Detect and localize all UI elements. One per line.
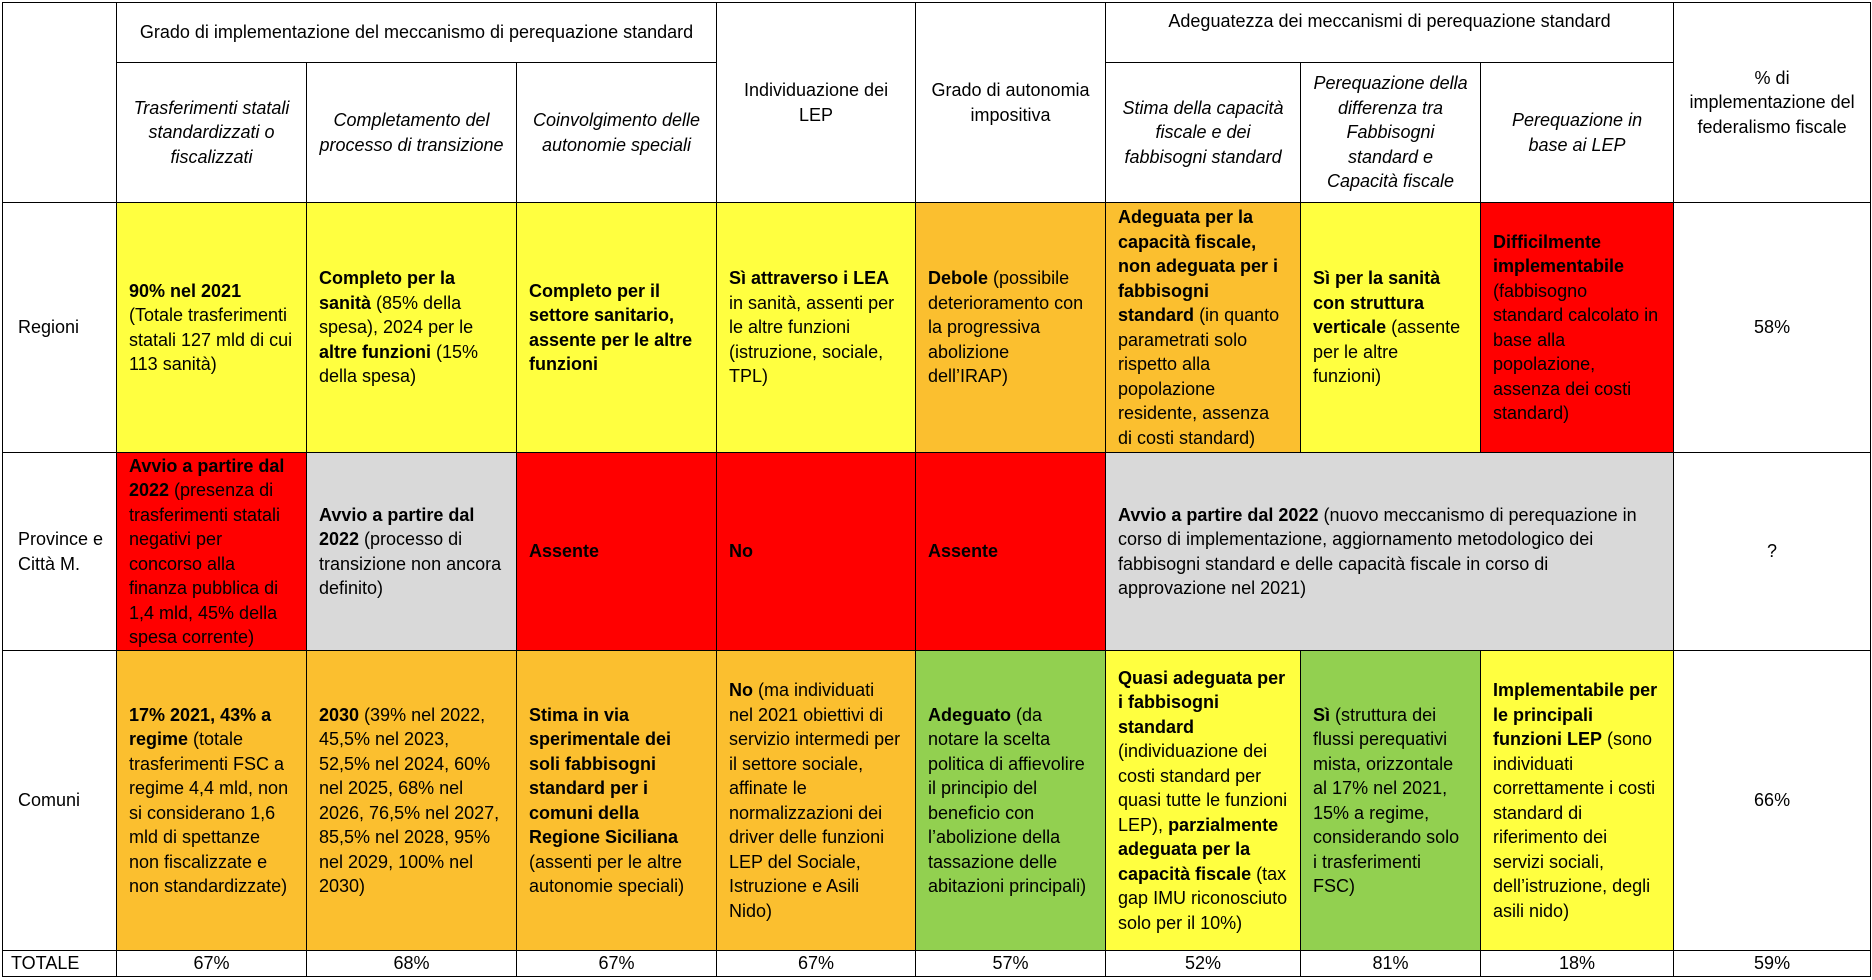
cell-comuni-perequazione: Sì (struttura dei flussi perequativi mis…: [1300, 650, 1482, 951]
cell-province-percentuale: ?: [1673, 452, 1872, 651]
cell-comuni-lep: No (ma individuati nel 2021 obiettivi di…: [716, 650, 917, 951]
subheader-perequazione-lep: Perequazione in base ai LEP: [1480, 62, 1675, 203]
table-row-totale: TOTALE 67% 68% 67% 67% 57% 52% 81% 18% 5…: [2, 950, 1872, 977]
cell-province-autonomia: Assente: [915, 452, 1107, 651]
header-group-implementazione: Grado di implementazione del meccanismo …: [115, 2, 718, 63]
cell-province-adeguatezza: Avvio a partire dal 2022 (nuovo meccanis…: [1105, 452, 1675, 651]
total-lep: 67%: [716, 950, 917, 977]
header-individuazione-lep: Individuazione dei LEP: [716, 2, 917, 203]
cell-regioni-stima: Adeguata per la capacità fiscale, non ad…: [1105, 202, 1302, 453]
table-row-regioni: Regioni 90% nel 2021 (Totale trasferimen…: [2, 202, 1872, 453]
cell-province-lep: No: [716, 452, 917, 651]
cell-comuni-percentuale: 66%: [1673, 650, 1872, 951]
total-autonomie: 67%: [515, 950, 718, 977]
cell-comuni-perequazione-lep: Implementabile per le principali funzion…: [1480, 650, 1675, 951]
table-row-comuni: Comuni 17% 2021, 43% a regime (totale tr…: [2, 650, 1872, 951]
cell-comuni-trasferimenti: 17% 2021, 43% a regime (totale trasferim…: [116, 650, 307, 951]
table-row-province: Province e Città M. Avvio a partire dal …: [2, 452, 1872, 651]
row-label-province: Province e Città M.: [2, 452, 117, 651]
total-trasferimenti: 67%: [116, 950, 307, 977]
cell-regioni-autonomia: Debole (possibile deterioramento con la …: [915, 202, 1107, 453]
cell-province-transizione: Avvio a partire dal 2022 (processo di tr…: [306, 452, 517, 651]
row-label-totale: TOTALE: [2, 950, 117, 977]
cell-regioni-perequazione-lep: Difficilmente implementabile (fabbisogno…: [1480, 202, 1675, 453]
row-label-comuni: Comuni: [2, 650, 117, 951]
cell-regioni-transizione: Completo per la sanità (85% della spesa)…: [306, 202, 517, 453]
row-label-regioni: Regioni: [2, 202, 117, 453]
cell-province-trasferimenti: Avvio a partire dal 2022 (presenza di tr…: [116, 452, 307, 651]
subheader-transizione: Completamento del processo di transizion…: [306, 62, 517, 203]
total-perequazione-lep: 18%: [1480, 950, 1675, 977]
cell-regioni-trasferimenti: 90% nel 2021 (Totale trasferimenti stata…: [116, 202, 307, 453]
cell-regioni-perequazione: Sì per la sanità con struttura verticale…: [1300, 202, 1482, 453]
header-row-subheaders: Trasferimenti statali standardizzati o f…: [3, 62, 1871, 203]
subheader-trasferimenti: Trasferimenti statali standardizzati o f…: [116, 62, 307, 203]
subheader-autonomie-speciali: Coinvolgimento delle autonomie speciali: [515, 62, 718, 203]
cell-comuni-transizione: 2030 (39% nel 2022, 45,5% nel 2023, 52,5…: [306, 650, 517, 951]
header-percentuale: % di implementazione del federalismo fis…: [1673, 2, 1872, 203]
header-group-adeguatezza: Adeguatezza dei meccanismi di perequazio…: [1105, 2, 1675, 63]
cell-province-autonomie: Assente: [515, 452, 718, 651]
header-row-groups: Grado di implementazione del meccanismo …: [2, 2, 1872, 203]
subheader-stima-capacita: Stima della capacità fiscale e dei fabbi…: [1105, 62, 1302, 203]
total-stima: 52%: [1105, 950, 1302, 977]
header-autonomia-impositiva: Grado di autonomia impositiva: [915, 2, 1107, 203]
cell-regioni-percentuale: 58%: [1673, 202, 1872, 453]
total-transizione: 68%: [306, 950, 517, 977]
cell-regioni-lep: Sì attraverso i LEA in sanità, assenti p…: [716, 202, 917, 453]
cell-comuni-autonomie: Stima in via sperimentale dei soli fabbi…: [515, 650, 718, 951]
total-perequazione: 81%: [1300, 950, 1482, 977]
cell-regioni-autonomie: Completo per il settore sanitario, assen…: [515, 202, 718, 453]
total-percentuale: 59%: [1673, 950, 1872, 977]
subheader-perequazione-differenza: Perequazione della differenza tra Fabbis…: [1300, 62, 1482, 203]
cell-comuni-stima: Quasi adeguata per i fabbisogni standard…: [1105, 650, 1302, 951]
corner-cell: [2, 2, 117, 203]
cell-comuni-autonomia: Adeguato (da notare la scelta politica d…: [915, 650, 1107, 951]
total-autonomia: 57%: [915, 950, 1107, 977]
